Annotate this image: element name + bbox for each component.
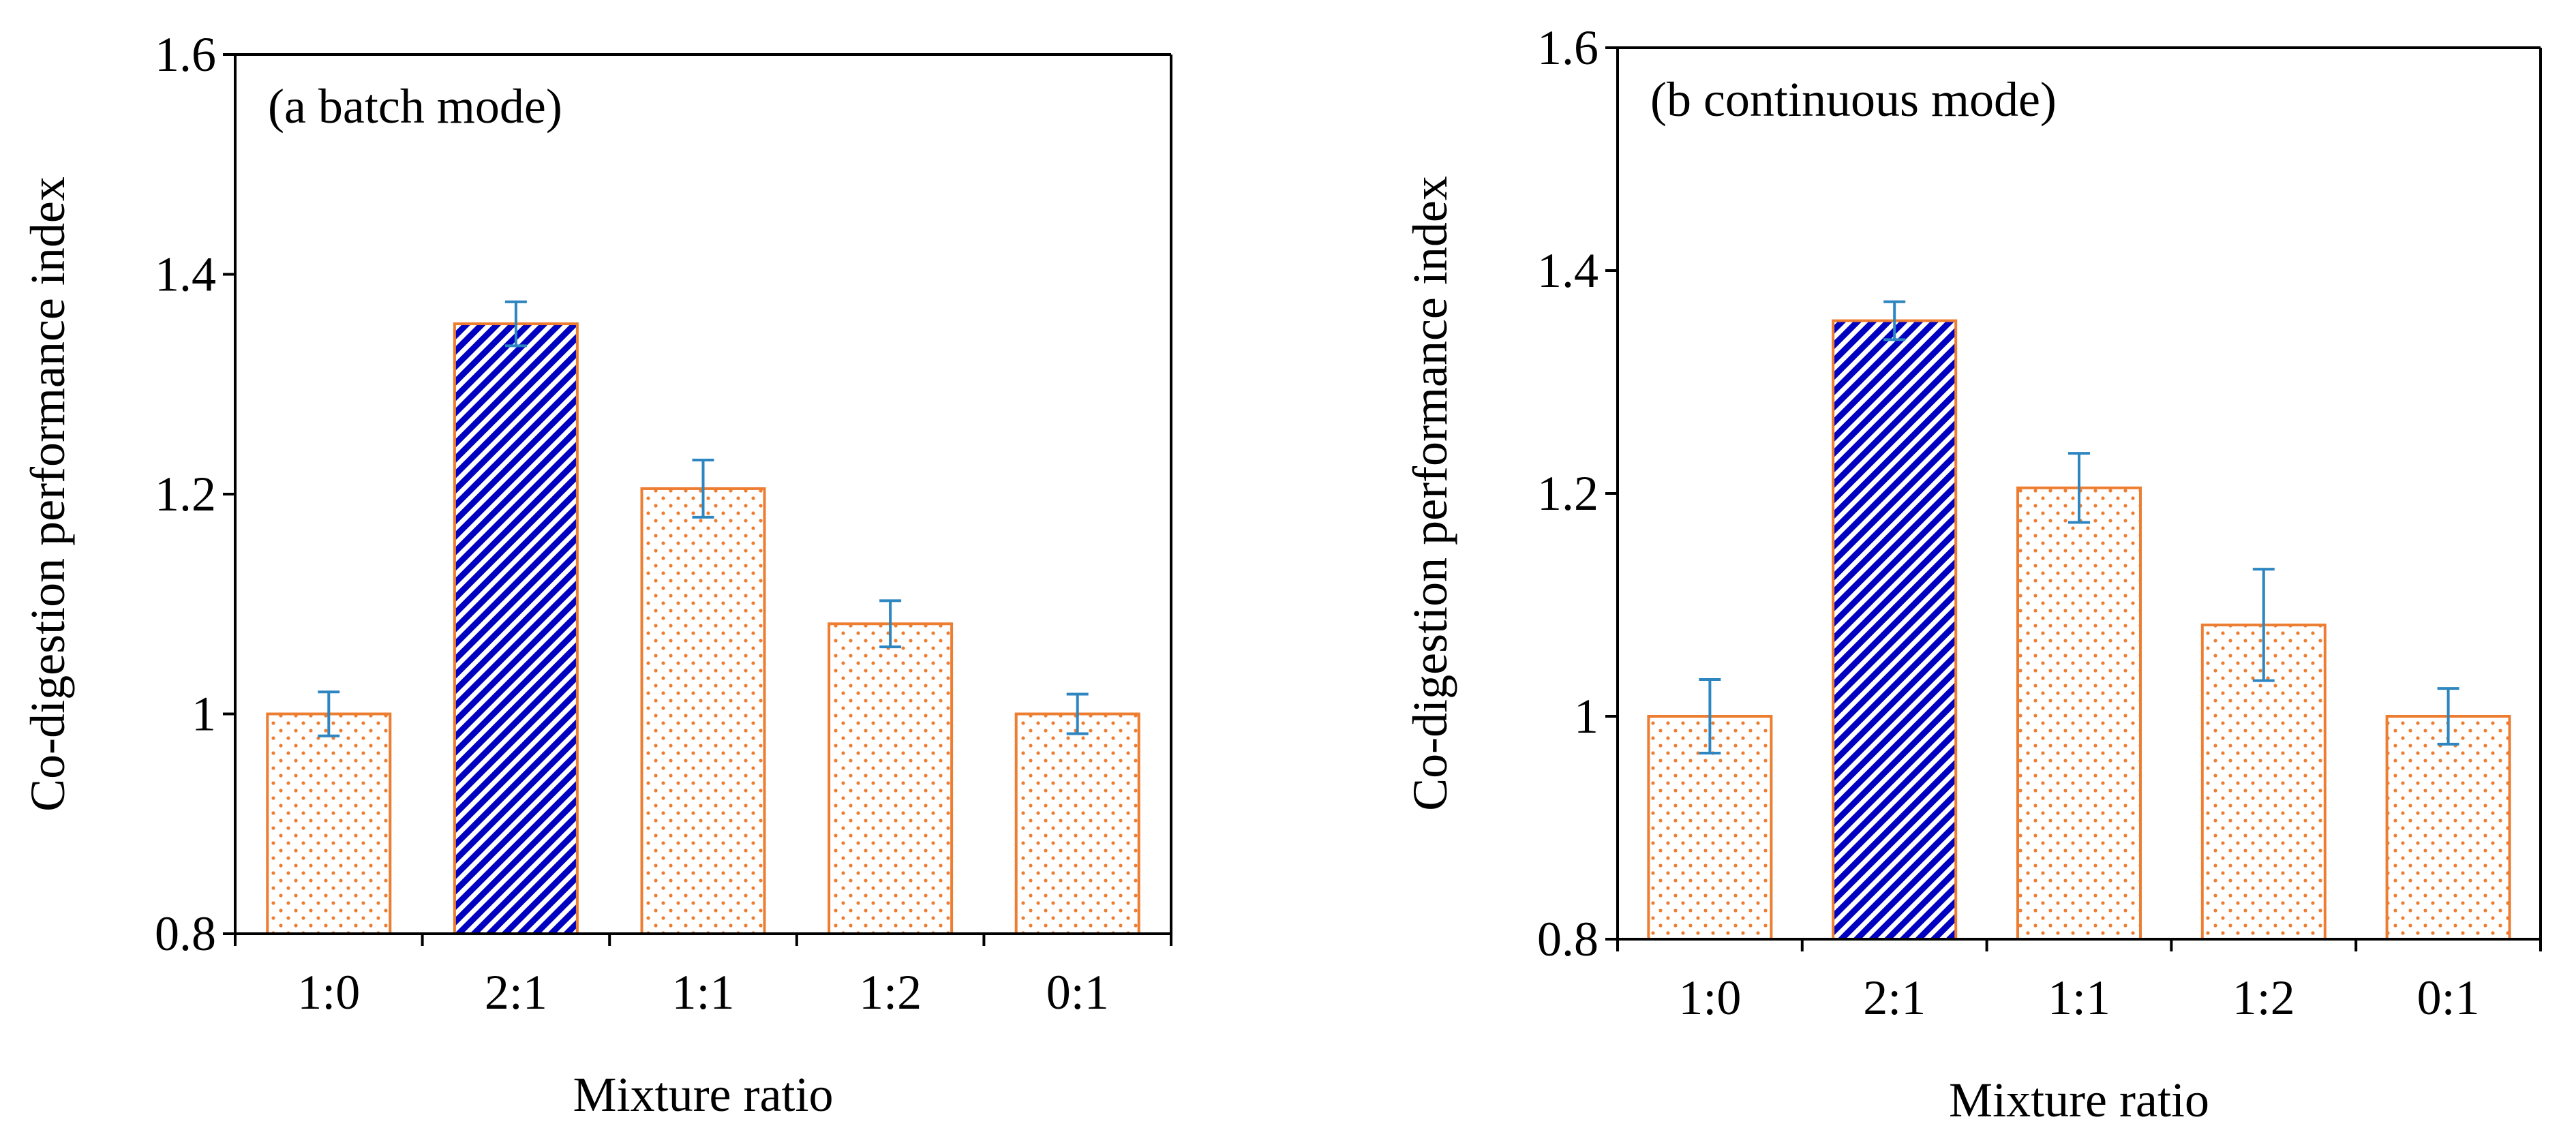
error-bar-1-0 bbox=[1699, 678, 1721, 754]
x-tick-label: 1:0 bbox=[297, 965, 360, 1020]
x-tick-label: 1:1 bbox=[671, 965, 734, 1020]
x-tick-label: 2:1 bbox=[485, 965, 547, 1020]
x-tick-label: 1:2 bbox=[859, 965, 922, 1020]
chart-panel-a: 0.8 1 1.2 1.4 1.6 1:0 2:1 1:1 1:2 0:1 Mixture rati… bbox=[20, 27, 1172, 1122]
error-bar-0-1 bbox=[1066, 692, 1089, 735]
y-tick-label: 0.8 bbox=[1537, 912, 1598, 966]
bar-1-1 bbox=[640, 487, 766, 935]
error-bar-2-1 bbox=[504, 300, 527, 348]
y-tick-label: 1.6 bbox=[155, 27, 216, 82]
error-bar-1-2 bbox=[2252, 568, 2275, 682]
y-tick-label: 1 bbox=[192, 687, 216, 742]
y-tick-label: 1 bbox=[1574, 689, 1598, 744]
x-tick-label: 0:1 bbox=[2417, 971, 2480, 1025]
error-bar-1-0 bbox=[318, 690, 340, 737]
bar-2-1 bbox=[1832, 319, 1958, 941]
y-tick-label: 1.6 bbox=[1537, 20, 1598, 75]
bar-0-1 bbox=[2385, 715, 2511, 941]
bar-2-1 bbox=[453, 322, 579, 935]
panel-label: (a batch mode) bbox=[268, 79, 562, 134]
chart-panel-b: 0.8 1 1.2 1.4 1.6 1:0 2:1 1:1 1:2 0:1 Mixture rati… bbox=[1403, 20, 2542, 1127]
panel-label: (b continuous mode) bbox=[1650, 72, 2057, 127]
x-tick-label: 2:1 bbox=[1863, 971, 1926, 1025]
x-axis-title: Mixture ratio bbox=[573, 1067, 834, 1122]
x-axis-title: Mixture ratio bbox=[1949, 1073, 2209, 1127]
y-tick-label: 1.2 bbox=[155, 467, 216, 521]
error-bar-1-1 bbox=[692, 459, 714, 519]
bar-1-1 bbox=[2016, 486, 2142, 941]
x-tick-label: 1:0 bbox=[1678, 971, 1741, 1025]
error-bar-1-2 bbox=[879, 599, 902, 649]
y-axis-title: Co-digestion performance index bbox=[1403, 176, 1457, 811]
error-bar-1-1 bbox=[2068, 452, 2090, 524]
y-tick-label: 0.8 bbox=[155, 906, 216, 961]
bar-0-1 bbox=[1014, 712, 1140, 935]
x-tick-label: 1:1 bbox=[2048, 971, 2110, 1025]
error-bar-0-1 bbox=[2437, 687, 2459, 746]
error-bar-2-1 bbox=[1883, 300, 1906, 341]
bar-1-2 bbox=[828, 622, 954, 936]
x-tick-label: 1:2 bbox=[2232, 971, 2295, 1025]
y-tick-label: 1.2 bbox=[1537, 466, 1598, 521]
y-axis-title: Co-digestion performance index bbox=[20, 177, 75, 812]
bar-1-0 bbox=[266, 712, 392, 935]
x-tick-label: 0:1 bbox=[1046, 965, 1109, 1020]
y-tick-label: 1.4 bbox=[155, 247, 216, 302]
y-tick-label: 1.4 bbox=[1537, 243, 1598, 298]
